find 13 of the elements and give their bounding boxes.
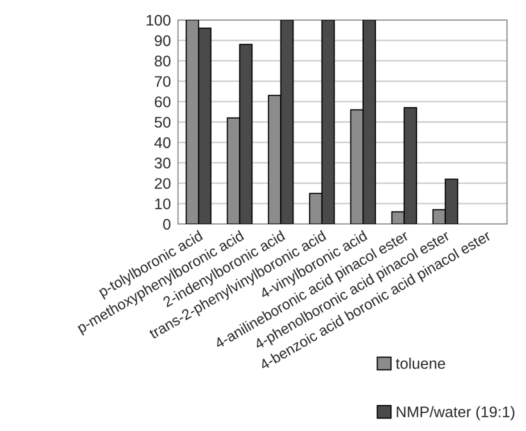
- y-tick-label: 40: [154, 137, 170, 148]
- y-tick-label: 70: [154, 76, 170, 87]
- y-tick-label: 100: [146, 14, 170, 26]
- y-tick-label: 80: [154, 56, 170, 66]
- y-tick-label: 30: [154, 158, 170, 168]
- y-tick-label: 20: [154, 178, 170, 189]
- y-tick-label: 50: [154, 116, 170, 128]
- legend-label: NMP/water (19:1): [396, 406, 514, 420]
- legend-label: toluene: [396, 358, 446, 369]
- y-tick-label: 0: [163, 218, 170, 230]
- y-tick-label: 90: [154, 35, 170, 46]
- y-tick-label: 10: [155, 198, 170, 210]
- y-tick-label: 60: [154, 96, 170, 108]
